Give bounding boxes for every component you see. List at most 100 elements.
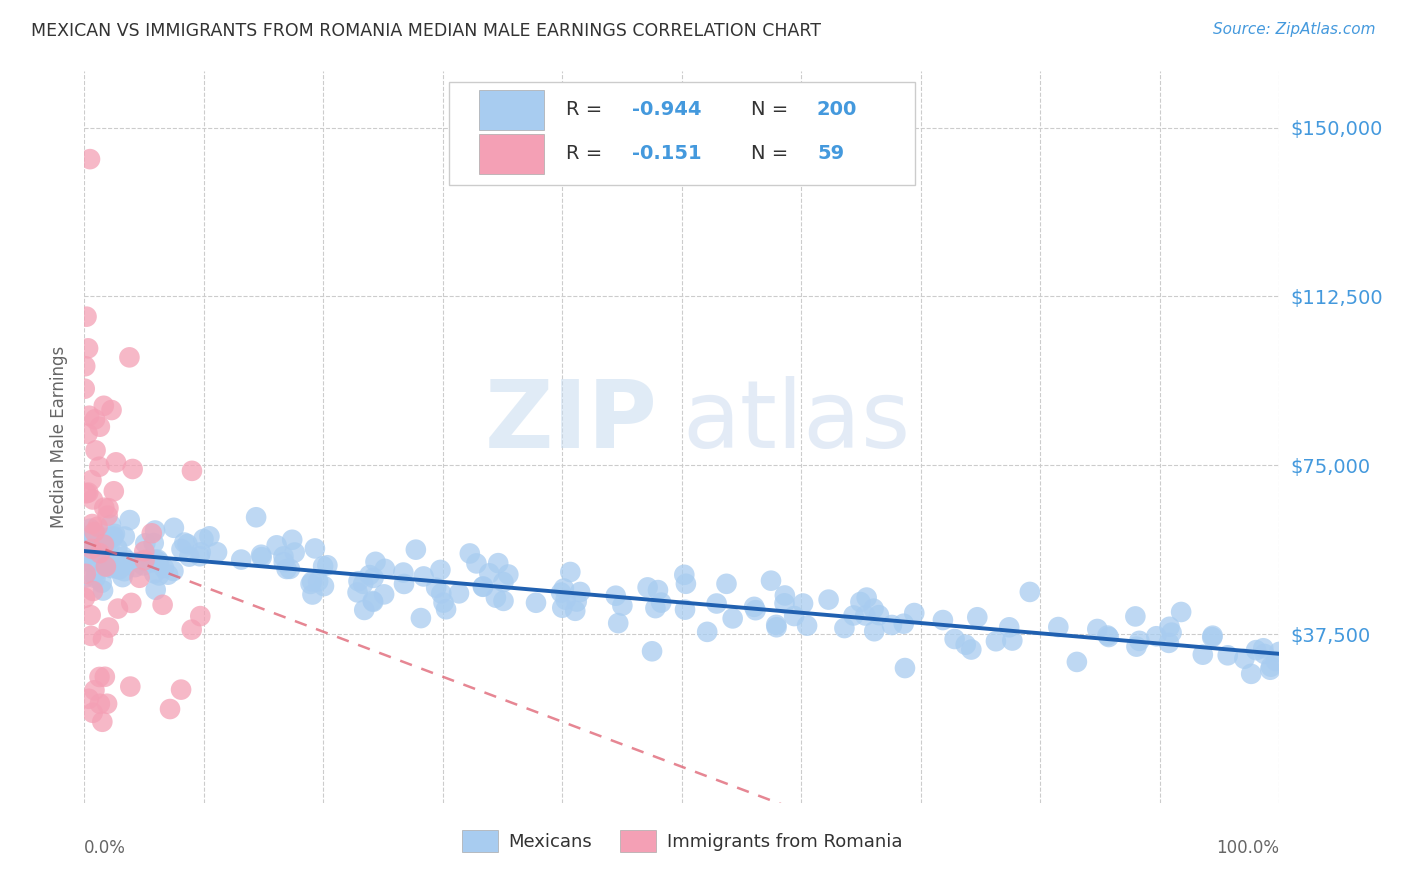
Point <box>91 714 114 729</box>
Point <box>637 581 659 595</box>
Point <box>373 587 395 601</box>
Point <box>80 473 103 487</box>
Point <box>80 629 103 643</box>
Point <box>162 564 184 578</box>
Point <box>93 500 115 515</box>
Text: -0.944: -0.944 <box>631 100 702 120</box>
Point <box>650 596 672 610</box>
Point <box>569 585 592 599</box>
Point <box>471 580 494 594</box>
Point <box>943 632 966 646</box>
Point <box>903 606 925 620</box>
Point <box>83 683 105 698</box>
Point <box>894 661 917 675</box>
Point <box>361 594 384 608</box>
Point <box>128 571 150 585</box>
Point <box>868 608 890 623</box>
Text: -0.151: -0.151 <box>631 145 702 163</box>
Text: Source: ZipAtlas.com: Source: ZipAtlas.com <box>1212 22 1375 37</box>
Point <box>107 601 129 615</box>
Point <box>721 611 744 625</box>
Point <box>94 559 117 574</box>
Point <box>157 567 180 582</box>
Point <box>862 601 884 615</box>
Point <box>742 599 765 614</box>
Point <box>231 552 253 566</box>
Point <box>273 549 295 564</box>
Point <box>1201 630 1223 644</box>
Point <box>312 559 335 574</box>
Point <box>1258 663 1281 677</box>
Point <box>284 545 307 559</box>
Point <box>159 702 181 716</box>
Point <box>77 535 100 549</box>
Point <box>675 576 697 591</box>
Point <box>773 589 796 603</box>
Point <box>134 544 156 558</box>
Text: N =: N = <box>751 100 794 120</box>
Point <box>359 568 381 582</box>
Legend: Mexicans, Immigrants from Romania: Mexicans, Immigrants from Romania <box>454 823 910 860</box>
Point <box>141 555 163 569</box>
Point <box>893 616 915 631</box>
Point <box>984 634 1007 648</box>
Point <box>79 152 101 166</box>
Point <box>696 624 718 639</box>
Point <box>96 558 118 573</box>
Point <box>117 553 139 567</box>
Point <box>146 552 169 566</box>
Point <box>1264 654 1286 668</box>
Point <box>1253 641 1275 656</box>
Point <box>301 574 323 589</box>
Point <box>124 560 146 574</box>
Point <box>412 569 434 583</box>
Point <box>429 563 451 577</box>
Point <box>966 610 988 624</box>
Point <box>1260 659 1282 673</box>
Point <box>524 596 547 610</box>
Point <box>148 568 170 582</box>
Point <box>76 310 98 324</box>
Point <box>114 529 136 543</box>
Point <box>560 565 582 579</box>
Point <box>765 620 787 634</box>
Point <box>141 526 163 541</box>
Point <box>458 546 481 560</box>
FancyBboxPatch shape <box>479 90 544 130</box>
Point <box>101 561 124 575</box>
Point <box>425 581 447 595</box>
Point <box>1125 640 1147 654</box>
Point <box>90 575 112 590</box>
Point <box>79 528 101 542</box>
Point <box>121 462 143 476</box>
Point <box>100 403 122 417</box>
Point <box>152 598 174 612</box>
Point <box>77 409 100 423</box>
Point <box>143 566 166 581</box>
Point <box>759 574 782 588</box>
Point <box>82 706 104 720</box>
Point <box>612 599 634 613</box>
Point <box>111 570 134 584</box>
Point <box>304 541 326 556</box>
Point <box>932 613 955 627</box>
Point <box>80 541 103 556</box>
Point <box>188 549 211 564</box>
Point <box>105 455 128 469</box>
Point <box>145 582 167 597</box>
Point <box>118 351 141 365</box>
Point <box>1244 643 1267 657</box>
Point <box>307 574 329 589</box>
Point <box>834 621 856 635</box>
Point <box>163 521 186 535</box>
Point <box>93 557 115 571</box>
Point <box>773 596 796 610</box>
Point <box>363 571 385 585</box>
Text: R =: R = <box>567 145 609 163</box>
Point <box>492 594 515 608</box>
Point <box>498 567 520 582</box>
Point <box>93 538 115 552</box>
Point <box>1268 645 1291 659</box>
Point <box>353 603 375 617</box>
Point <box>250 548 273 562</box>
